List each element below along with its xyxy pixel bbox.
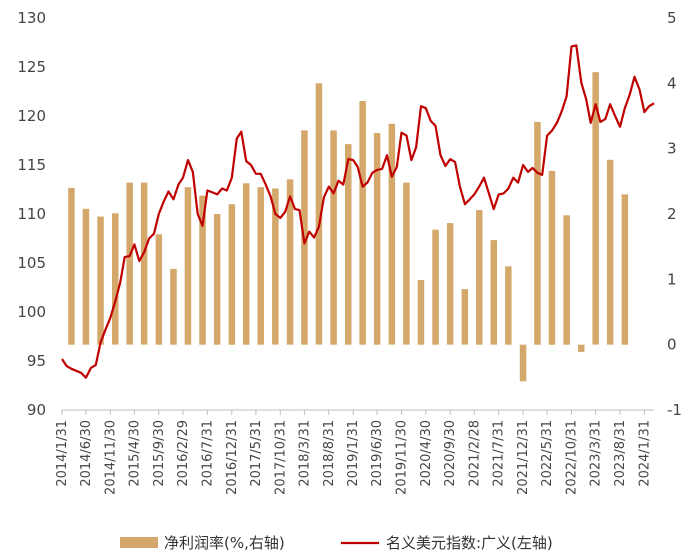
profit-margin-bar xyxy=(490,240,497,345)
right-axis-tick-label: 3 xyxy=(667,140,677,158)
left-axis-tick-label: 95 xyxy=(27,352,46,370)
right-axis-tick-label: 1 xyxy=(667,270,677,288)
x-axis-tick-label: 2017/5/31 xyxy=(249,420,264,487)
dollar-index-line xyxy=(61,44,655,379)
left-axis-tick-label: 110 xyxy=(17,205,46,223)
right-axis-tick-label: -1 xyxy=(667,401,682,419)
legend-label-bar: 净利润率(%,右轴) xyxy=(164,534,285,552)
dollar-index-line-layer xyxy=(61,44,655,379)
x-axis-tick-label: 2023/8/31 xyxy=(613,420,628,487)
profit-margin-bar xyxy=(519,344,527,382)
profit-margin-bar xyxy=(257,187,264,345)
profit-margin-bar xyxy=(578,344,585,352)
legend-label-line: 名义美元指数:广义(左轴) xyxy=(386,534,553,552)
profit-margin-bar xyxy=(184,187,192,345)
profit-margin-bar xyxy=(417,280,425,345)
profit-margin-bar xyxy=(170,268,177,345)
x-axis-tick-label: 2021/2/28 xyxy=(467,420,482,487)
x-axis-tick-label: 2018/3/31 xyxy=(297,420,312,487)
profit-margin-bar xyxy=(563,215,570,345)
x-axis-tick-label: 2016/12/31 xyxy=(225,420,240,495)
x-axis-tick-label: 2021/12/31 xyxy=(516,420,531,495)
profit-margin-bar xyxy=(199,195,206,345)
profit-margin-bar xyxy=(345,144,352,345)
right-axis-tick-label: 4 xyxy=(667,74,677,92)
profit-margin-bar xyxy=(228,204,236,345)
profit-margin-bar xyxy=(272,188,279,345)
profit-margin-bar xyxy=(286,179,294,345)
x-axis-tick-label: 2014/6/30 xyxy=(79,420,94,487)
right-axis-tick-label: 0 xyxy=(667,336,677,354)
right-axis-ticks: -1 0 1 2 3 4 5 xyxy=(667,9,682,419)
x-axis-tick-label: 2015/9/30 xyxy=(152,420,167,487)
x-axis-tick-label: 2022/10/31 xyxy=(565,420,580,495)
left-axis-tick-label: 90 xyxy=(27,401,46,419)
profit-margin-bar xyxy=(403,182,410,345)
right-axis-tick-label: 2 xyxy=(667,205,677,223)
profit-margin-bar xyxy=(476,210,483,345)
profit-margin-bar xyxy=(606,159,614,345)
left-axis-tick-label: 105 xyxy=(17,254,46,272)
profit-margin-bar xyxy=(155,234,163,345)
profit-margin-bar xyxy=(388,123,396,345)
x-axis-tick-label: 2020/4/30 xyxy=(419,420,434,487)
left-axis-tick-label: 130 xyxy=(17,9,46,27)
profit-margin-bar xyxy=(505,266,512,345)
profit-margin-bar xyxy=(243,183,250,345)
x-axis-tick-label: 2023/3/31 xyxy=(589,420,604,487)
right-axis-tick-label: 5 xyxy=(667,9,677,27)
x-axis-tick-label: 2014/1/31 xyxy=(55,420,70,487)
x-axis-tick-label: 2024/1/31 xyxy=(637,420,652,487)
x-axis-tick-label: 2022/5/31 xyxy=(540,420,555,487)
profit-margin-bar xyxy=(373,133,381,345)
legend-swatch-bar xyxy=(120,537,158,548)
profit-margin-bar xyxy=(461,289,469,345)
profit-margin-bar xyxy=(140,182,148,345)
profit-margin-bar xyxy=(213,214,221,345)
chart-legend: 净利润率(%,右轴) 名义美元指数:广义(左轴) xyxy=(120,534,553,552)
profit-margin-bar xyxy=(446,223,454,345)
x-axis-tick-label: 2019/1/31 xyxy=(346,420,361,487)
x-axis-tick-label: 2015/4/30 xyxy=(127,420,142,487)
profit-margin-bar xyxy=(112,213,119,345)
x-axis-tick-label: 2016/7/31 xyxy=(200,420,215,487)
profit-margin-bars xyxy=(68,72,629,382)
x-axis-tick-label: 2021/7/31 xyxy=(492,420,507,487)
profit-margin-bar xyxy=(97,216,104,345)
left-axis-ticks: 90 95 100 105 110 115 120 125 130 xyxy=(17,9,46,419)
profit-margin-bar xyxy=(621,194,629,345)
x-axis-tick-label: 2017/10/31 xyxy=(273,420,288,495)
x-axis-tick-label: 2014/11/30 xyxy=(103,420,118,495)
x-axis-tick-label: 2016/2/29 xyxy=(176,420,191,487)
profit-margin-bar xyxy=(82,208,90,345)
profit-margin-bar xyxy=(126,182,133,345)
profit-margin-bar xyxy=(548,170,556,345)
profit-margin-bar xyxy=(592,72,599,345)
profit-margin-bar xyxy=(359,101,366,345)
profit-margin-bar xyxy=(534,121,541,345)
x-axis-tick-label: 2018/8/31 xyxy=(322,420,337,487)
left-axis-tick-label: 115 xyxy=(17,156,46,174)
profit-margin-bar xyxy=(68,187,75,345)
left-axis-tick-label: 120 xyxy=(17,107,46,125)
profit-margin-bar xyxy=(315,83,323,345)
left-axis-tick-label: 100 xyxy=(17,303,46,321)
profit-margin-bar xyxy=(432,229,439,345)
left-axis-tick-label: 125 xyxy=(17,58,46,76)
x-axis-tick-label: 2020/9/30 xyxy=(443,420,458,487)
x-axis-tick-label: 2019/6/30 xyxy=(370,420,385,487)
x-axis-tick-label: 2019/11/30 xyxy=(395,420,410,495)
profit-margin-bar xyxy=(330,130,337,345)
x-axis-ticks: 2014/1/31 2014/6/30 2014/11/30 2015/4/30 201… xyxy=(55,410,652,495)
